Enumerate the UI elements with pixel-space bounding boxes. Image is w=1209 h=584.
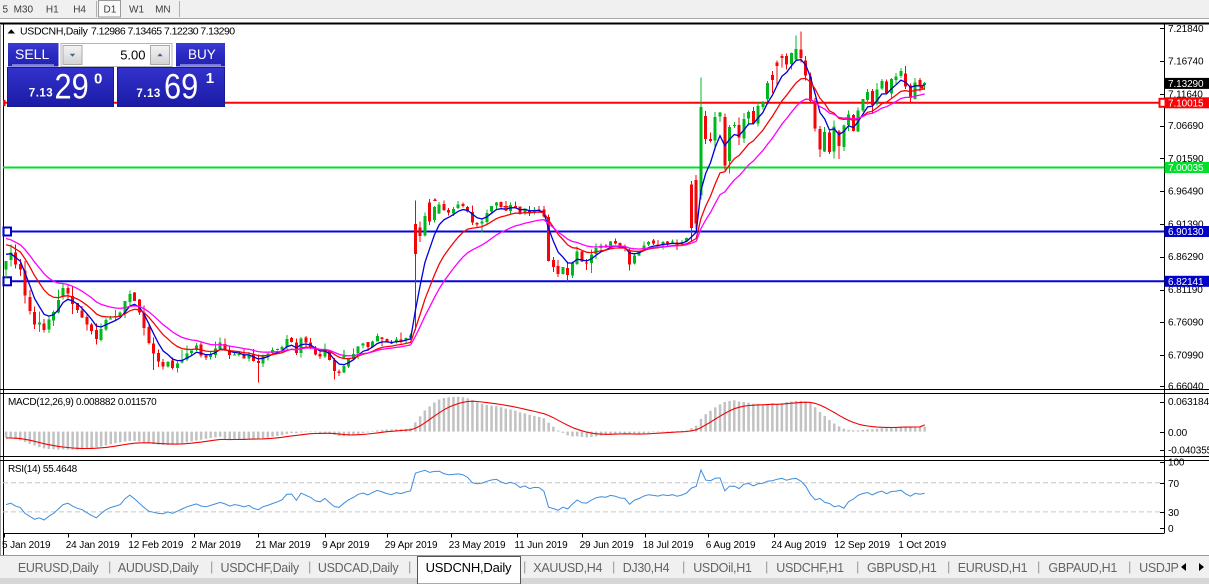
svg-text:7.13: 7.13: [136, 88, 160, 100]
svg-text:DJ30,H4: DJ30,H4: [623, 561, 670, 575]
svg-text:7.13290: 7.13290: [1168, 79, 1204, 90]
svg-text:7.01590: 7.01590: [1168, 154, 1204, 165]
svg-text:7.13: 7.13: [29, 88, 53, 100]
svg-text:RSI(14) 55.4648: RSI(14) 55.4648: [8, 464, 78, 475]
svg-text:6.86290: 6.86290: [1168, 252, 1204, 263]
svg-text:18 Jul 2019: 18 Jul 2019: [643, 540, 694, 551]
svg-text:USDOil,H1: USDOil,H1: [693, 561, 752, 575]
svg-text:0: 0: [94, 71, 102, 88]
svg-text:|: |: [682, 559, 685, 574]
svg-text:USDCNH,Daily: USDCNH,Daily: [20, 26, 89, 38]
svg-text:7.06690: 7.06690: [1168, 121, 1204, 132]
svg-text:M30: M30: [14, 5, 34, 16]
svg-text:|: |: [523, 559, 526, 574]
svg-text:|: |: [408, 559, 411, 574]
svg-text:AUDUSD,Daily: AUDUSD,Daily: [118, 561, 199, 575]
svg-text:6.82141: 6.82141: [1168, 277, 1204, 288]
svg-text:SELL: SELL: [15, 46, 49, 62]
svg-text:|: |: [1128, 559, 1131, 574]
svg-text:H4: H4: [73, 5, 86, 16]
svg-text:29 Jun 2019: 29 Jun 2019: [580, 540, 634, 551]
svg-text:MACD(12,26,9) 0.008882 0.01157: MACD(12,26,9) 0.008882 0.011570: [8, 397, 157, 408]
svg-text:|: |: [1037, 559, 1040, 574]
svg-text:30: 30: [1168, 508, 1179, 519]
svg-text:0.00: 0.00: [1168, 428, 1188, 439]
svg-text:70: 70: [1168, 479, 1179, 490]
svg-text:0.063184: 0.063184: [1168, 397, 1209, 408]
svg-text:H1: H1: [46, 5, 59, 16]
svg-text:5: 5: [3, 5, 9, 16]
svg-text:0: 0: [1168, 524, 1174, 535]
svg-text:9 Apr 2019: 9 Apr 2019: [322, 540, 370, 551]
svg-text:-0.040355: -0.040355: [1168, 445, 1209, 456]
svg-text:21 Mar 2019: 21 Mar 2019: [255, 540, 311, 551]
svg-text:6 Aug 2019: 6 Aug 2019: [706, 540, 756, 551]
svg-text:7.10015: 7.10015: [1168, 98, 1204, 109]
svg-text:|: |: [210, 559, 213, 574]
svg-text:6.96490: 6.96490: [1168, 187, 1204, 198]
svg-text:5.00: 5.00: [120, 48, 145, 63]
svg-text:USDJP: USDJP: [1139, 561, 1178, 575]
svg-text:6.90130: 6.90130: [1168, 227, 1204, 238]
svg-text:1: 1: [206, 70, 214, 87]
svg-text:6.70990: 6.70990: [1168, 351, 1204, 362]
svg-text:BUY: BUY: [188, 47, 216, 62]
svg-text:GBPAUD,H1: GBPAUD,H1: [1048, 561, 1117, 575]
svg-text:XAUUSD,H4: XAUUSD,H4: [533, 561, 602, 575]
svg-text:6.81190: 6.81190: [1168, 285, 1203, 296]
svg-text:5 Jan 2019: 5 Jan 2019: [2, 540, 51, 551]
svg-text:6.76090: 6.76090: [1168, 318, 1204, 329]
svg-text:|: |: [612, 559, 615, 574]
svg-text:|: |: [856, 559, 859, 574]
svg-text:6.91390: 6.91390: [1168, 219, 1204, 230]
svg-text:23 May 2019: 23 May 2019: [449, 540, 506, 551]
svg-text:100: 100: [1168, 458, 1185, 469]
svg-text:|: |: [108, 559, 111, 574]
svg-text:7.21840: 7.21840: [1168, 24, 1204, 35]
svg-text:D1: D1: [104, 5, 117, 16]
svg-text:29: 29: [55, 67, 89, 106]
svg-text:USDCHF,Daily: USDCHF,Daily: [221, 561, 300, 575]
svg-text:|: |: [308, 559, 311, 574]
svg-text:|: |: [947, 559, 950, 574]
svg-text:11 Jun 2019: 11 Jun 2019: [514, 540, 568, 551]
svg-text:2 Mar 2019: 2 Mar 2019: [191, 540, 241, 551]
svg-text:MN: MN: [155, 5, 171, 16]
svg-text:1 Oct 2019: 1 Oct 2019: [898, 540, 946, 551]
svg-text:24 Jan 2019: 24 Jan 2019: [66, 540, 120, 551]
svg-text:USDCNH,Daily: USDCNH,Daily: [426, 560, 512, 575]
svg-text:EURUSD,Daily: EURUSD,Daily: [18, 561, 99, 575]
svg-text:EURUSD,H1: EURUSD,H1: [958, 561, 1028, 575]
svg-text:7.16740: 7.16740: [1168, 57, 1204, 68]
svg-text:69: 69: [164, 67, 198, 106]
svg-text:6.66040: 6.66040: [1168, 381, 1204, 392]
svg-text:24 Aug 2019: 24 Aug 2019: [771, 540, 827, 551]
svg-text:|: |: [765, 559, 768, 574]
svg-text:12 Feb 2019: 12 Feb 2019: [128, 540, 184, 551]
svg-text:7.12986 7.13465 7.12230 7.1329: 7.12986 7.13465 7.12230 7.13290: [91, 26, 235, 38]
svg-text:GBPUSD,H1: GBPUSD,H1: [867, 561, 937, 575]
svg-text:7.00035: 7.00035: [1168, 163, 1204, 174]
svg-text:USDCHF,H1: USDCHF,H1: [776, 561, 844, 575]
svg-text:W1: W1: [129, 5, 144, 16]
svg-text:12 Sep 2019: 12 Sep 2019: [834, 540, 890, 551]
svg-text:USDCAD,Daily: USDCAD,Daily: [318, 561, 399, 575]
svg-text:7.11640: 7.11640: [1168, 89, 1203, 100]
svg-text:29 Apr 2019: 29 Apr 2019: [385, 540, 438, 551]
